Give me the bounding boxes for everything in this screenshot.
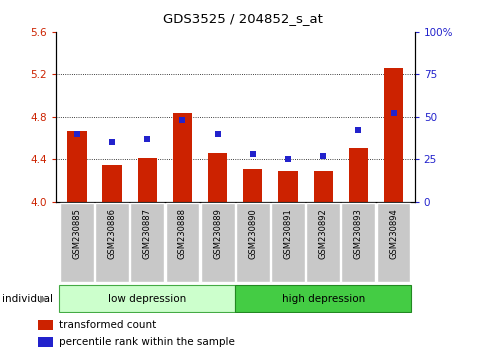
- Bar: [242, 169, 262, 202]
- FancyBboxPatch shape: [165, 204, 199, 281]
- Bar: [348, 148, 367, 202]
- FancyBboxPatch shape: [235, 285, 410, 312]
- Text: percentile rank within the sample: percentile rank within the sample: [59, 337, 234, 347]
- Text: GSM230891: GSM230891: [283, 208, 292, 259]
- FancyBboxPatch shape: [271, 204, 304, 281]
- Text: GSM230888: GSM230888: [178, 208, 186, 259]
- Bar: [313, 171, 332, 202]
- Bar: [278, 171, 297, 202]
- FancyBboxPatch shape: [306, 204, 339, 281]
- FancyBboxPatch shape: [95, 204, 129, 281]
- Point: [354, 127, 362, 133]
- Point: [73, 131, 81, 137]
- Text: individual: individual: [2, 293, 53, 304]
- Text: GSM230893: GSM230893: [353, 208, 362, 259]
- Bar: [38, 337, 52, 347]
- Text: GSM230892: GSM230892: [318, 208, 327, 259]
- Text: ▶: ▶: [40, 293, 47, 304]
- Text: GSM230886: GSM230886: [107, 208, 116, 259]
- Text: GSM230890: GSM230890: [248, 208, 257, 259]
- Point: [178, 118, 186, 123]
- Bar: [38, 320, 52, 330]
- FancyBboxPatch shape: [235, 204, 269, 281]
- Text: GSM230894: GSM230894: [388, 208, 397, 259]
- Bar: [172, 113, 192, 202]
- Bar: [208, 153, 227, 202]
- Text: GSM230889: GSM230889: [212, 208, 222, 259]
- Point: [284, 156, 291, 162]
- Point: [318, 153, 326, 159]
- Point: [213, 131, 221, 137]
- FancyBboxPatch shape: [341, 204, 375, 281]
- FancyBboxPatch shape: [59, 285, 235, 312]
- FancyBboxPatch shape: [200, 204, 234, 281]
- Point: [108, 139, 116, 145]
- Text: GSM230885: GSM230885: [72, 208, 81, 259]
- Text: low depression: low depression: [108, 293, 186, 304]
- Bar: [383, 68, 402, 202]
- FancyBboxPatch shape: [60, 204, 93, 281]
- FancyBboxPatch shape: [376, 204, 409, 281]
- Text: transformed count: transformed count: [59, 320, 156, 330]
- Bar: [67, 131, 86, 202]
- Text: high depression: high depression: [281, 293, 364, 304]
- Point: [143, 136, 151, 142]
- Bar: [102, 165, 121, 202]
- Point: [389, 110, 396, 116]
- Point: [248, 152, 256, 157]
- Text: GSM230887: GSM230887: [142, 208, 151, 259]
- Bar: [137, 158, 157, 202]
- Text: GDS3525 / 204852_s_at: GDS3525 / 204852_s_at: [162, 12, 322, 25]
- FancyBboxPatch shape: [130, 204, 164, 281]
